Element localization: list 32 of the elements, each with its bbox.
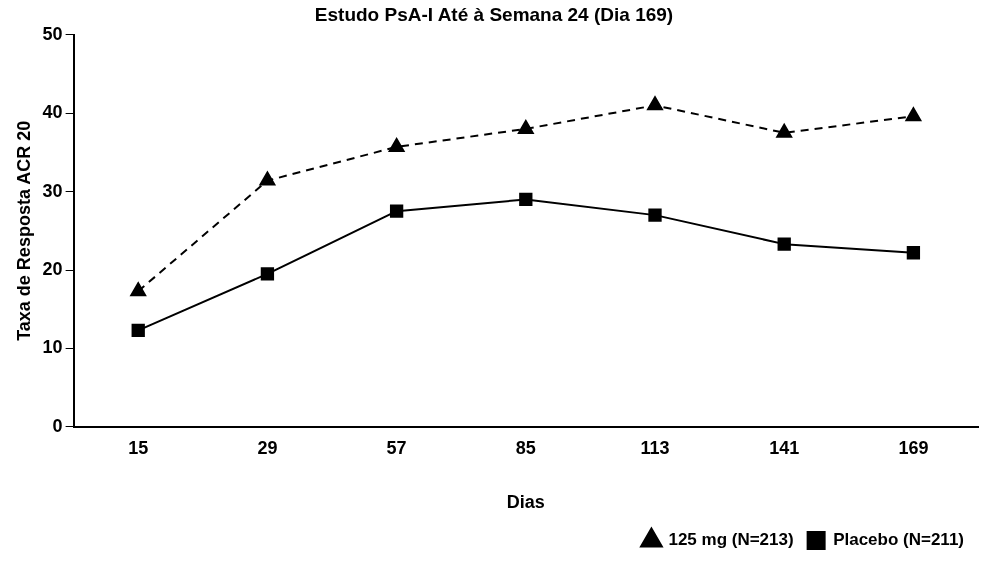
y-tick-label: 40: [42, 102, 63, 123]
point: [260, 267, 275, 281]
point: [647, 96, 663, 111]
point: [131, 323, 145, 338]
x-tick-label: 141: [769, 437, 800, 458]
legend-label: 125 mg (N=213): [668, 530, 794, 550]
chart-title: Estudo PsA-I Até à Semana 24 (Dia 169): [314, 3, 674, 25]
y-tick-label: 30: [42, 180, 63, 201]
point: [259, 171, 276, 186]
point: [777, 237, 791, 251]
point: [905, 107, 922, 122]
y-tick-label: 0: [52, 415, 63, 436]
x-tick-label: 85: [515, 437, 536, 458]
point: [648, 208, 662, 222]
y-tick-label: 50: [42, 23, 63, 44]
point: [389, 204, 404, 218]
legend-label: Placebo (N=211): [833, 530, 964, 550]
point: [517, 119, 534, 134]
point: [519, 192, 533, 207]
point: [906, 246, 921, 260]
point: [130, 282, 147, 297]
x-tick-label: 29: [257, 437, 278, 458]
point: [388, 137, 405, 152]
y-tick-label: 10: [42, 337, 63, 358]
x-tick-label: 113: [640, 437, 670, 458]
x-tick-label: 169: [898, 437, 929, 458]
x-tick-label: 15: [128, 437, 149, 458]
y-axis-title: Taxa de Resposta ACR 20: [13, 120, 34, 341]
x-axis-title: Dias: [506, 492, 545, 513]
y-tick-label: 20: [42, 258, 63, 279]
point: [776, 123, 793, 138]
x-tick-label: 57: [386, 437, 407, 458]
